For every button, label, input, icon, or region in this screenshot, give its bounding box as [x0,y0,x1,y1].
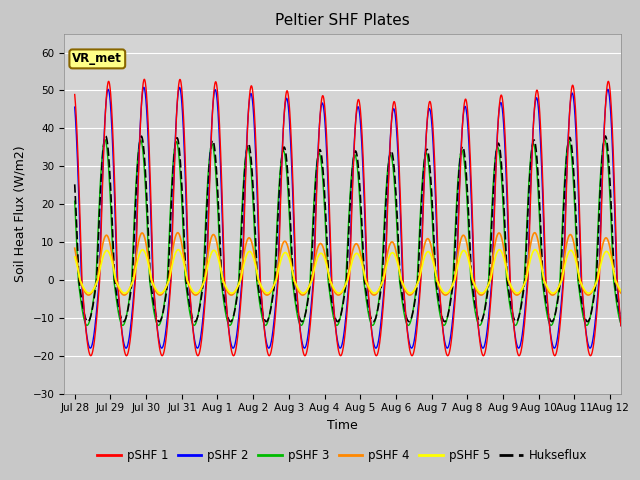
Text: VR_met: VR_met [72,52,122,65]
X-axis label: Time: Time [327,419,358,432]
Y-axis label: Soil Heat Flux (W/m2): Soil Heat Flux (W/m2) [14,145,27,282]
Title: Peltier SHF Plates: Peltier SHF Plates [275,13,410,28]
Legend: pSHF 1, pSHF 2, pSHF 3, pSHF 4, pSHF 5, Hukseflux: pSHF 1, pSHF 2, pSHF 3, pSHF 4, pSHF 5, … [93,444,592,467]
